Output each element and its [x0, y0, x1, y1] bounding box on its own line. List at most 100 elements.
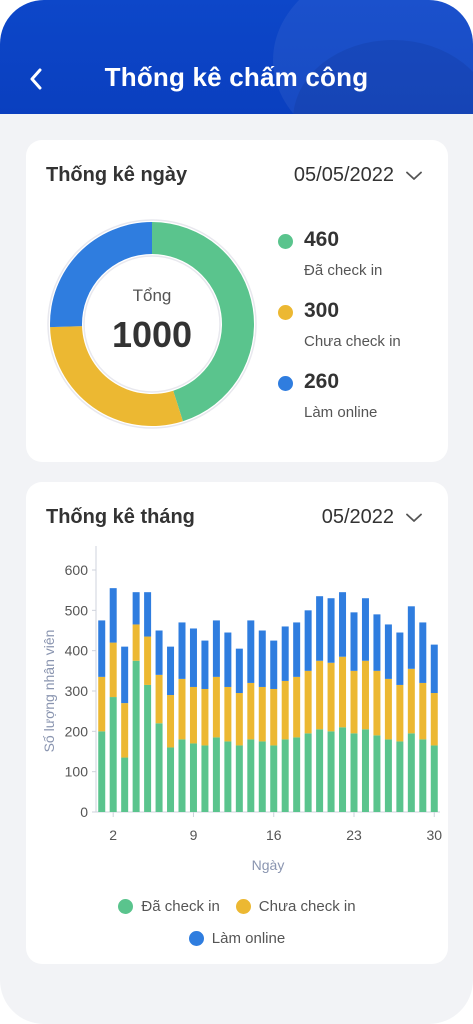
bar-not-checked-in: [132, 624, 140, 661]
chart-axes: 0 100 200 300 400 500 600 2 9 16 23 30: [65, 546, 442, 843]
bar-not-checked-in: [189, 686, 197, 744]
selected-month: 05/2022: [321, 506, 394, 528]
selected-date: 05/05/2022: [293, 164, 394, 186]
x-axis-title: Ngày: [252, 857, 285, 873]
y-tick-label: 300: [65, 683, 89, 699]
bar-checked-in: [247, 739, 255, 812]
bar-not-checked-in: [316, 660, 324, 730]
donut-slice-not-checked-in: [50, 326, 183, 426]
bar-checked-in: [373, 735, 381, 812]
bar-not-checked-in: [144, 636, 152, 685]
x-tick-label: 16: [266, 827, 282, 843]
month-legend-row-2: Làm online: [26, 922, 448, 954]
chevron-left-icon: [30, 68, 42, 90]
bar-checked-in: [419, 739, 427, 812]
bar-online: [407, 606, 415, 669]
bar-not-checked-in: [384, 678, 392, 740]
bar-checked-in: [396, 741, 404, 812]
month-legend-not-checked-in: Chưa check in: [235, 897, 356, 915]
app-header: Thống kê chấm công: [0, 0, 473, 114]
bar-checked-in: [316, 729, 324, 812]
bar-online: [212, 620, 220, 677]
bar-online: [384, 624, 392, 679]
x-tick-label: 23: [346, 827, 362, 843]
y-tick-label: 0: [80, 804, 88, 820]
checked-in-label: Đã check in: [304, 262, 383, 279]
blue-dot-icon: [278, 376, 293, 391]
bar-online: [167, 646, 175, 696]
not-checked-in-value: 300: [304, 299, 340, 322]
month-legend-online-label: Làm online: [211, 929, 286, 947]
month-legend-checked-in-label: Đã check in: [141, 897, 220, 915]
bar-checked-in: [327, 731, 335, 812]
chevron-down-icon: [406, 513, 422, 522]
donut-center: Tổng 1000: [46, 218, 258, 430]
bar-checked-in: [98, 731, 106, 812]
bar-not-checked-in: [396, 684, 404, 742]
bar-online: [430, 644, 438, 694]
month-legend-row-1: Đã check in Chưa check in: [26, 890, 448, 922]
back-button[interactable]: [24, 64, 48, 94]
bar-online: [178, 622, 186, 679]
bar-not-checked-in: [201, 688, 209, 746]
y-tick-label: 600: [65, 562, 89, 578]
total-value: 1000: [111, 314, 193, 355]
bar-not-checked-in: [327, 662, 335, 732]
checked-in-value: 460: [304, 228, 340, 251]
bar-online: [396, 632, 404, 685]
bar-checked-in: [384, 739, 392, 812]
bar-checked-in: [167, 747, 175, 812]
bar-checked-in: [155, 723, 163, 812]
green-dot-icon: [278, 234, 293, 249]
bar-online: [258, 630, 266, 687]
bar-checked-in: [235, 745, 243, 812]
bar-online: [132, 592, 140, 625]
x-tick-label: 9: [190, 827, 198, 843]
bar-checked-in: [361, 729, 369, 812]
bar-online: [235, 648, 243, 694]
bar-not-checked-in: [155, 674, 163, 724]
x-tick-label: 30: [426, 827, 442, 843]
yellow-dot-icon: [235, 898, 251, 914]
bar-online: [350, 612, 358, 671]
bar-online: [270, 640, 278, 689]
bar-not-checked-in: [121, 703, 129, 758]
bar-checked-in: [212, 737, 220, 812]
bar-not-checked-in: [350, 670, 358, 734]
y-axis-title: Số lượng nhân viên: [41, 630, 57, 753]
bar-not-checked-in: [167, 695, 175, 748]
donut-svg: [47, 219, 257, 429]
bar-checked-in: [350, 733, 358, 812]
bar-online: [281, 626, 289, 681]
bar-checked-in: [189, 743, 197, 812]
bar-online: [304, 610, 312, 671]
bar-not-checked-in: [407, 668, 415, 734]
day-stats-card: Thống kê ngày 05/05/2022 Tổng 1000: [26, 140, 448, 462]
bar-not-checked-in: [270, 688, 278, 746]
bar-not-checked-in: [109, 642, 117, 698]
y-tick-label: 200: [65, 723, 89, 739]
bar-checked-in: [339, 727, 347, 812]
bar-checked-in: [407, 733, 415, 812]
bar-not-checked-in: [281, 680, 289, 740]
month-legend: Đã check in Chưa check in Làm online: [26, 890, 448, 954]
bar-online: [189, 628, 197, 687]
bar-checked-in: [258, 741, 266, 812]
bar-not-checked-in: [224, 686, 232, 742]
bar-checked-in: [132, 660, 140, 812]
date-select[interactable]: 05/05/2022: [294, 164, 422, 187]
bar-checked-in: [293, 737, 301, 812]
bar-online: [224, 632, 232, 687]
month-legend-online: Làm online: [188, 929, 286, 947]
bar-online: [121, 646, 129, 704]
green-dot-icon: [118, 898, 134, 914]
bar-not-checked-in: [430, 693, 438, 746]
month-stats-card: Thống kê tháng 05/2022 0 100 200 300 400 500 6…: [26, 482, 448, 964]
bar-not-checked-in: [247, 682, 255, 740]
month-legend-checked-in: Đã check in: [118, 897, 220, 915]
online-value: 260: [304, 370, 340, 393]
bar-online: [327, 598, 335, 663]
month-legend-not-checked-in-label: Chưa check in: [258, 897, 356, 915]
month-select[interactable]: 05/2022: [322, 506, 422, 529]
y-tick-label: 400: [65, 643, 89, 659]
